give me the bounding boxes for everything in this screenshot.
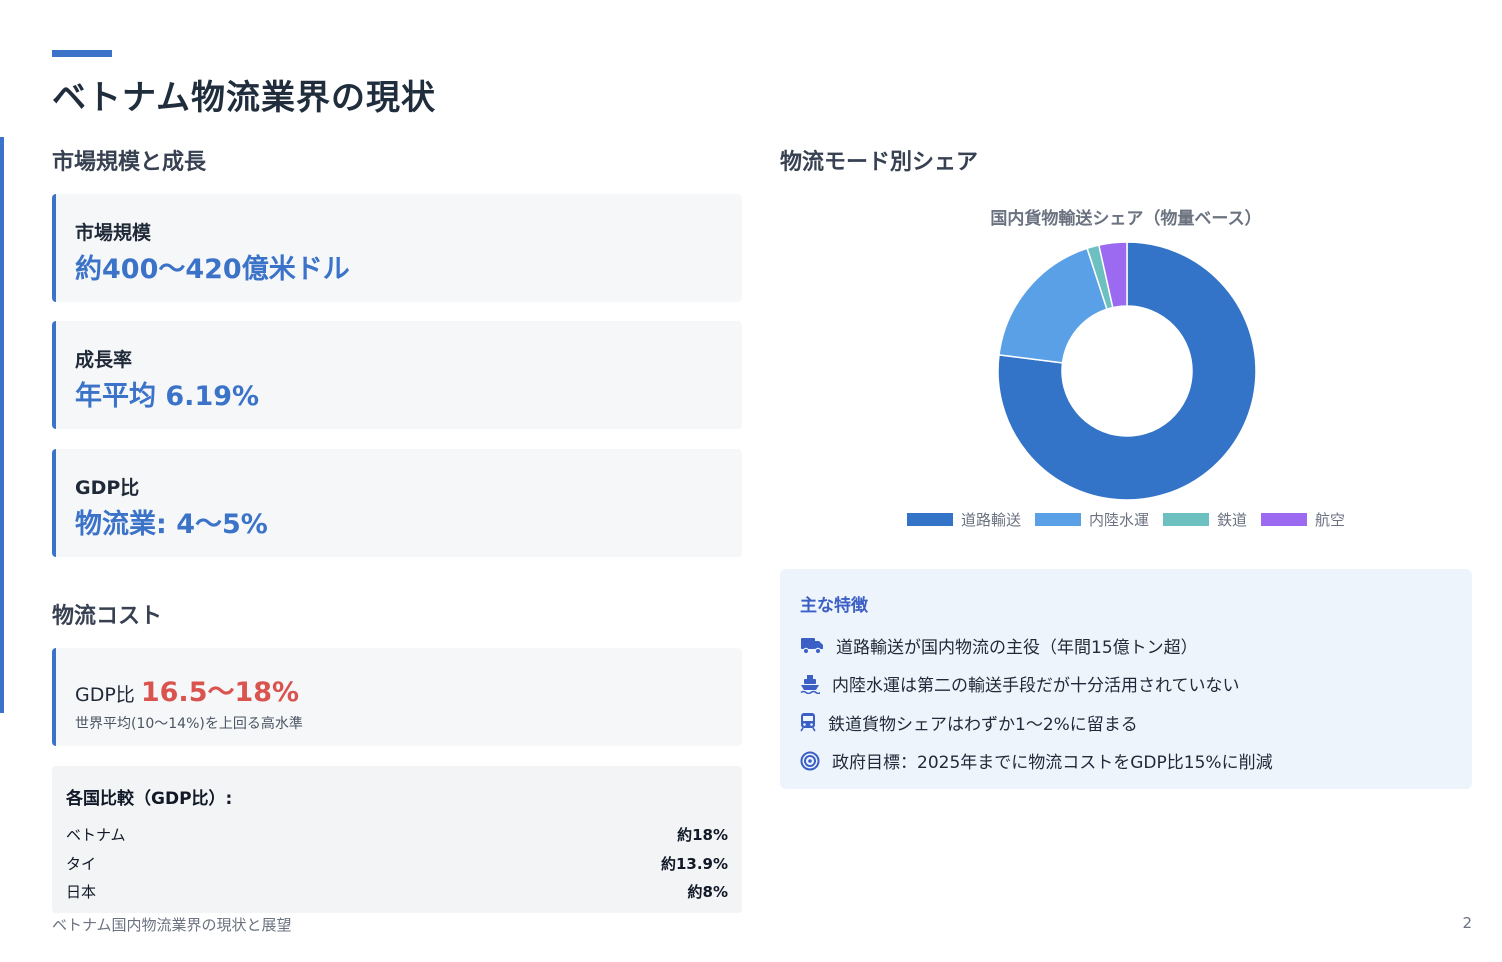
legend-label: 鉄道 — [1217, 511, 1248, 529]
features-title: 主な特徴 — [800, 596, 868, 616]
cost-value: 16.5〜18% — [140, 677, 300, 708]
market-size-card: 市場規模 約400〜420億米ドル — [52, 194, 742, 302]
page-number: 2 — [1462, 914, 1472, 932]
cost-note: 世界平均(10〜14%)を上回る高水準 — [75, 716, 303, 732]
market-heading: 市場規模と成長 — [52, 150, 207, 175]
donut-slice-air[interactable] — [1097, 241, 1128, 309]
legend-item-inland-water[interactable]: 内陸水運 — [1034, 509, 1149, 530]
comparison-country: ベトナム — [66, 826, 126, 844]
mode-share-donut-chart — [997, 241, 1257, 501]
legend-swatch — [906, 513, 953, 526]
legend-item-air[interactable]: 航空 — [1261, 509, 1345, 530]
feature-item: 鉄道貨物シェアはわずか1〜2%に留まる — [800, 703, 1452, 742]
gdp-share-label: GDP比 — [75, 477, 140, 499]
legend-label: 道路輸送 — [960, 511, 1021, 529]
feature-item: 内陸水運は第二の輸送手段だが十分活用されていない — [800, 665, 1452, 704]
feature-text: 道路輸送が国内物流の主役（年間15億トン超） — [836, 637, 1198, 658]
legend-item-road[interactable]: 道路輸送 — [906, 509, 1021, 530]
cost-prefix: GDP比 — [75, 684, 135, 706]
gdp-share-card: GDP比 物流業: 4〜5% — [52, 449, 742, 557]
target-icon — [800, 751, 820, 771]
legend-swatch — [1261, 513, 1308, 526]
key-features-box: 主な特徴 道路輸送が国内物流の主役（年間15億トン超） 内陸水運は第二の輸送手段… — [780, 569, 1472, 789]
country-comparison: 各国比較（GDP比）: ベトナム 約18% タイ 約13.9% 日本 約8% — [52, 766, 742, 913]
comparison-value: 約8% — [687, 883, 728, 901]
page-title: ベトナム物流業界の現状 — [52, 78, 436, 118]
footer-text: ベトナム国内物流業界の現状と展望 — [52, 916, 292, 934]
left-accent-edge — [0, 137, 4, 713]
donut-slice-inland-water[interactable] — [998, 247, 1108, 364]
legend-item-rail[interactable]: 鉄道 — [1163, 509, 1247, 530]
gdp-share-value: 物流業: 4〜5% — [75, 509, 268, 540]
feature-text: 内陸水運は第二の輸送手段だが十分活用されていない — [832, 676, 1240, 697]
comparison-row: タイ 約13.9% — [66, 850, 728, 879]
feature-text: 政府目標：2025年までに物流コストをGDP比15%に削減 — [832, 753, 1273, 774]
comparison-value: 約13.9% — [660, 854, 728, 873]
market-size-value: 約400〜420億米ドル — [75, 254, 350, 285]
cost-heading: 物流コスト — [52, 604, 163, 629]
title-accent-bar — [52, 50, 112, 57]
comparison-country: 日本 — [66, 883, 97, 901]
comparison-title: 各国比較（GDP比）: — [66, 789, 233, 809]
comparison-country: タイ — [66, 854, 97, 873]
growth-rate-card: 成長率 年平均 6.19% — [52, 321, 742, 429]
train-icon — [800, 713, 816, 732]
feature-text: 鉄道貨物シェアはわずか1〜2%に留まる — [828, 714, 1138, 735]
comparison-row: ベトナム 約18% — [66, 821, 728, 850]
ship-icon — [800, 674, 820, 694]
growth-rate-value: 年平均 6.19% — [75, 381, 260, 412]
feature-item: 道路輸送が国内物流の主役（年間15億トン超） — [800, 626, 1452, 665]
growth-rate-label: 成長率 — [75, 349, 133, 371]
donut-slice-road[interactable] — [997, 241, 1257, 501]
chart-title: 国内貨物輸送シェア（物量ベース） — [990, 209, 1262, 229]
market-size-label: 市場規模 — [75, 222, 152, 244]
comparison-row: 日本 約8% — [66, 878, 728, 907]
legend-label: 内陸水運 — [1088, 511, 1149, 529]
comparison-value: 約18% — [677, 826, 728, 844]
legend-label: 航空 — [1315, 511, 1346, 529]
logistics-cost-card: GDP比 16.5〜18% 世界平均(10〜14%)を上回る高水準 — [52, 648, 742, 746]
feature-item: 政府目標：2025年までに物流コストをGDP比15%に削減 — [800, 742, 1452, 781]
legend-swatch — [1034, 513, 1081, 526]
truck-icon — [801, 638, 823, 655]
chart-legend: 道路輸送 内陸水運 鉄道 航空 — [780, 509, 1472, 530]
modes-heading: 物流モード別シェア — [780, 150, 979, 175]
legend-swatch — [1163, 513, 1209, 526]
